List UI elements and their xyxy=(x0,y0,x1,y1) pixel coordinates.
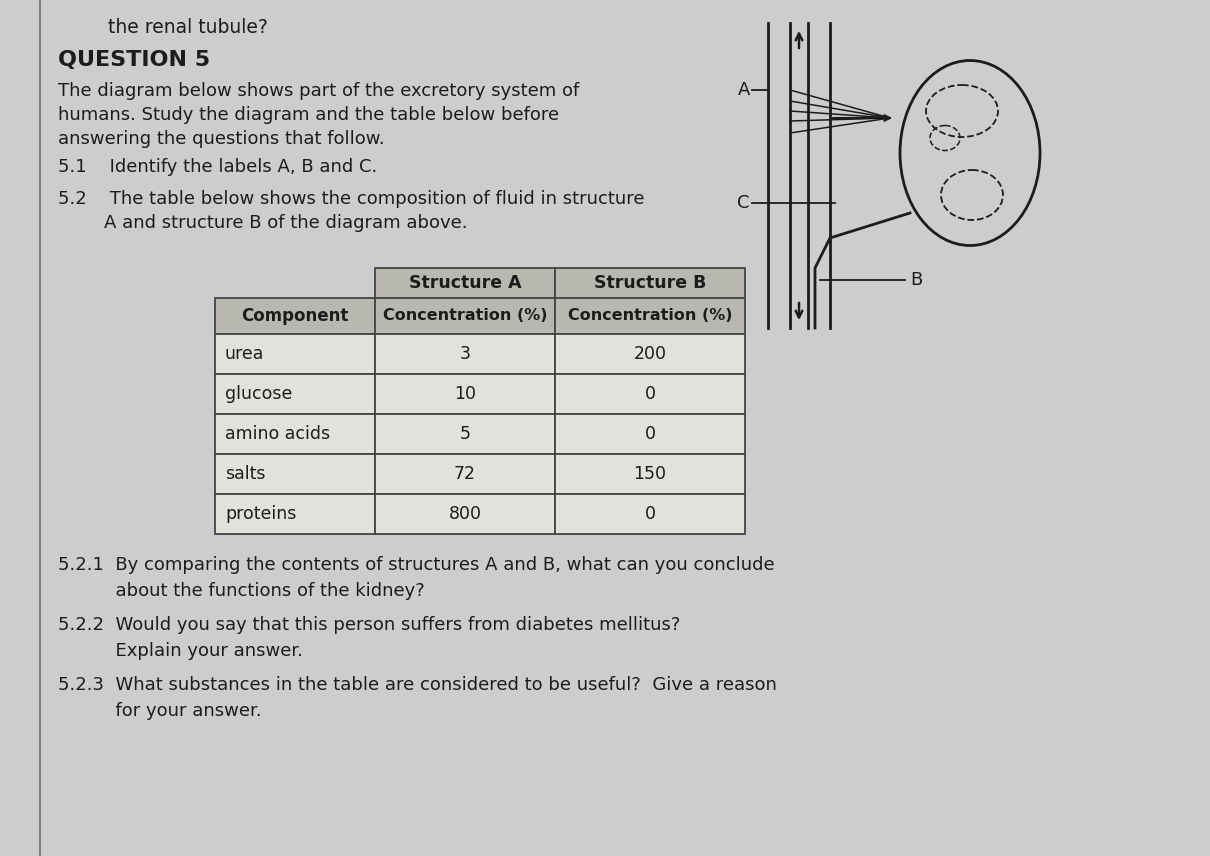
Text: amino acids: amino acids xyxy=(225,425,330,443)
Bar xyxy=(375,454,555,494)
Bar xyxy=(555,298,745,334)
Text: 0: 0 xyxy=(645,385,656,403)
Bar xyxy=(215,374,375,414)
Text: humans. Study the diagram and the table below before: humans. Study the diagram and the table … xyxy=(58,106,559,124)
Bar xyxy=(375,298,555,334)
Text: urea: urea xyxy=(225,345,264,363)
Text: QUESTION 5: QUESTION 5 xyxy=(58,50,211,70)
Text: 72: 72 xyxy=(454,465,476,483)
Text: The diagram below shows part of the excretory system of: The diagram below shows part of the excr… xyxy=(58,82,580,100)
Text: 0: 0 xyxy=(645,425,656,443)
Bar xyxy=(215,414,375,454)
Bar xyxy=(375,268,555,298)
Text: 5.1    Identify the labels A, B and C.: 5.1 Identify the labels A, B and C. xyxy=(58,158,378,176)
Bar xyxy=(375,494,555,534)
Text: 5.2.3  What substances in the table are considered to be useful?  Give a reason: 5.2.3 What substances in the table are c… xyxy=(58,676,777,694)
Text: Component: Component xyxy=(241,307,348,325)
Text: 800: 800 xyxy=(449,505,482,523)
Text: Structure B: Structure B xyxy=(594,274,707,292)
Bar xyxy=(215,454,375,494)
Text: Structure A: Structure A xyxy=(409,274,522,292)
Text: C: C xyxy=(738,194,750,212)
Text: 5.2.2  Would you say that this person suffers from diabetes mellitus?: 5.2.2 Would you say that this person suf… xyxy=(58,616,680,634)
Text: Explain your answer.: Explain your answer. xyxy=(58,642,302,660)
Text: 5.2.1  By comparing the contents of structures A and B, what can you conclude: 5.2.1 By comparing the contents of struc… xyxy=(58,556,774,574)
Bar xyxy=(215,494,375,534)
Text: 0: 0 xyxy=(645,505,656,523)
Text: A: A xyxy=(738,81,750,99)
Text: glucose: glucose xyxy=(225,385,293,403)
Bar xyxy=(555,268,745,298)
Text: Concentration (%): Concentration (%) xyxy=(567,308,732,324)
Bar xyxy=(555,494,745,534)
Text: proteins: proteins xyxy=(225,505,296,523)
Bar xyxy=(555,414,745,454)
Text: 3: 3 xyxy=(460,345,471,363)
Bar xyxy=(555,454,745,494)
Text: 10: 10 xyxy=(454,385,476,403)
Bar xyxy=(375,334,555,374)
Bar xyxy=(375,374,555,414)
Text: A and structure B of the diagram above.: A and structure B of the diagram above. xyxy=(58,214,467,232)
Text: Concentration (%): Concentration (%) xyxy=(382,308,547,324)
Text: about the functions of the kidney?: about the functions of the kidney? xyxy=(58,582,425,600)
Bar xyxy=(375,414,555,454)
Bar xyxy=(555,334,745,374)
Text: B: B xyxy=(910,271,922,289)
Bar xyxy=(215,298,375,334)
Text: 200: 200 xyxy=(634,345,667,363)
Text: 150: 150 xyxy=(634,465,667,483)
Text: 5: 5 xyxy=(460,425,471,443)
Text: salts: salts xyxy=(225,465,265,483)
Text: for your answer.: for your answer. xyxy=(58,702,261,720)
Text: the renal tubule?: the renal tubule? xyxy=(108,18,267,37)
Bar xyxy=(215,334,375,374)
Text: 5.2    The table below shows the composition of fluid in structure: 5.2 The table below shows the compositio… xyxy=(58,190,645,208)
Bar xyxy=(555,374,745,414)
Text: answering the questions that follow.: answering the questions that follow. xyxy=(58,130,385,148)
